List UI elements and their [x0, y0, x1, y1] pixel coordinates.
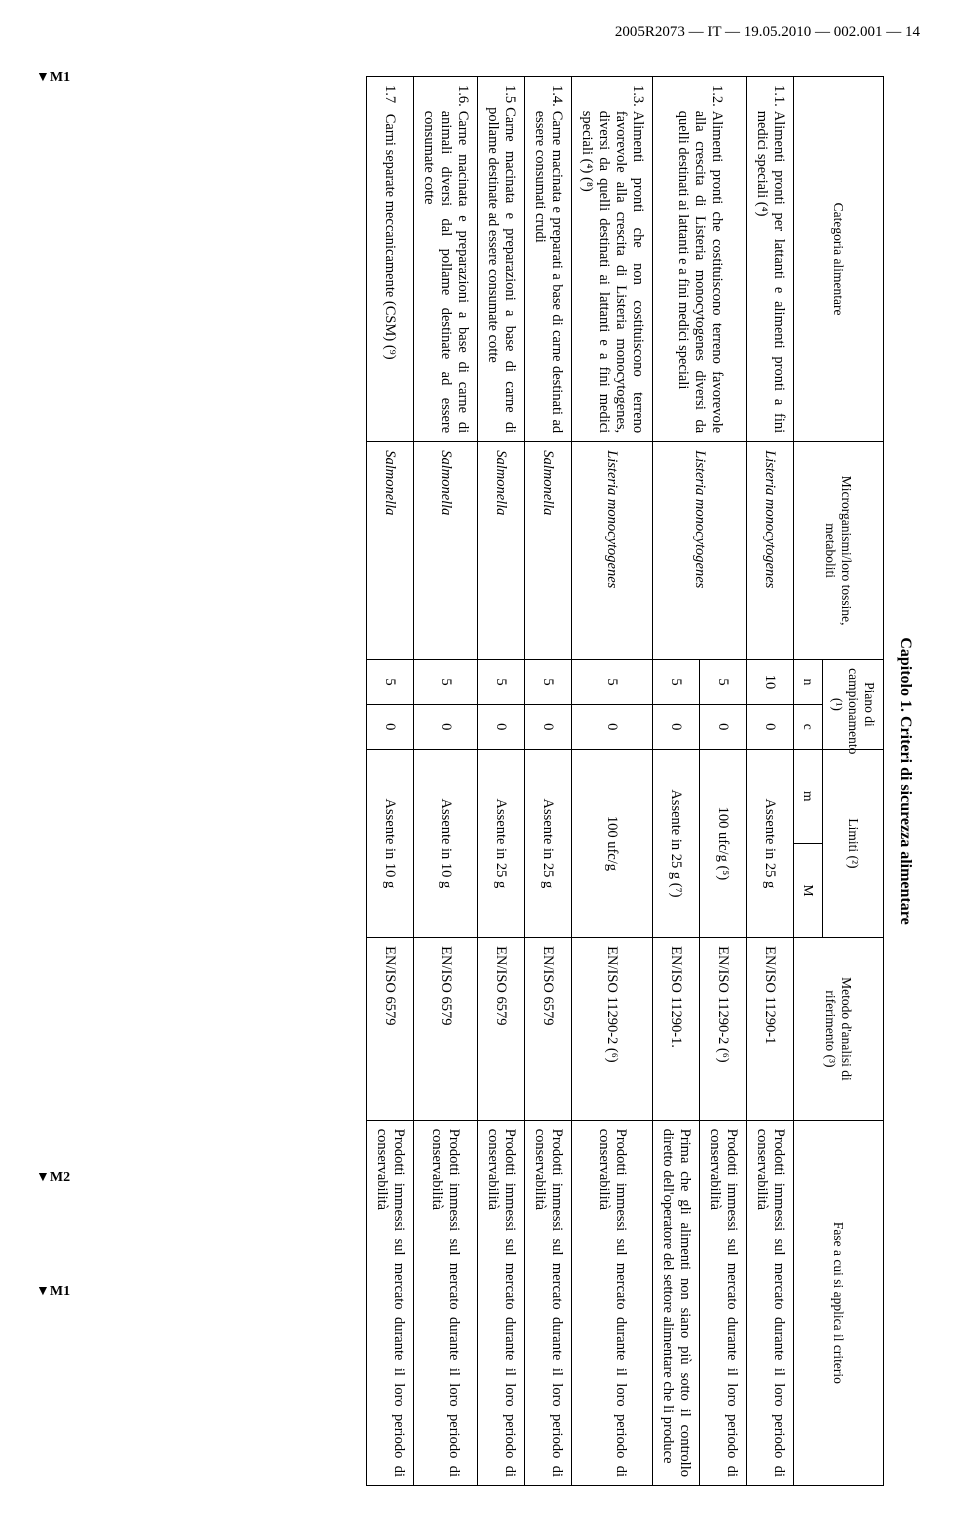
col-metodo: Metodo d'analisi di riferimento (³) — [794, 938, 884, 1121]
row-num: 1.1. — [753, 85, 787, 111]
row-categoria: Carne macinata e preparazioni a base di … — [484, 107, 518, 433]
col-micro: Microrganismi/loro tossine, metaboliti — [794, 442, 884, 660]
table-row: 1.2.Alimenti pronti che costituiscono te… — [700, 77, 747, 1486]
row-c: 0 — [700, 704, 747, 749]
row-fase: Prodotti immessi sul mercato durante il … — [478, 1120, 525, 1485]
row-limit: Assente in 25 g — [525, 749, 572, 937]
row-micro: Salmonella — [478, 442, 525, 660]
row-num: 1.6. — [420, 85, 471, 111]
row-n: 5 — [700, 660, 747, 705]
row-num: 1.2. — [674, 85, 725, 111]
row-fase: Prodotti immessi sul mercato durante il … — [747, 1120, 794, 1485]
col-M-upper: M — [794, 843, 823, 937]
row-metodo: EN/ISO 6579 — [525, 938, 572, 1121]
row-fase: Prodotti immessi sul mercato durante il … — [367, 1120, 414, 1485]
row-c: 0 — [653, 704, 700, 749]
col-m-lower: m — [794, 749, 823, 843]
col-fase: Fase a cui si applica il criterio — [794, 1120, 884, 1485]
row-metodo: EN/ISO 6579 — [414, 938, 478, 1121]
row-n: 10 — [747, 660, 794, 705]
row-num: 1.3. — [578, 85, 646, 111]
table-header-row-1: Categoria alimentare Microrganismi/loro … — [823, 77, 884, 1486]
row-categoria: Carne macinata e preparati a base di car… — [531, 111, 565, 433]
row-limit: Assente in 25 g (⁷) — [653, 749, 700, 937]
row-micro: Listeria monocytogenes — [747, 442, 794, 660]
row-fase: Prodotti immessi sul mercato durante il … — [572, 1120, 653, 1485]
col-n: n — [794, 660, 823, 705]
table-row: 1.1.Alimenti pronti per lattanti e alime… — [747, 77, 794, 1486]
row-micro: Salmonella — [414, 442, 478, 660]
row-num: 1.5 — [484, 85, 518, 107]
page-header: 2005R2073 — IT — 19.05.2010 — 002.001 — … — [40, 24, 920, 41]
row-micro: Salmonella — [367, 442, 414, 660]
col-c: c — [794, 704, 823, 749]
table-row: 1.4.Carne macinata e preparati a base di… — [525, 77, 572, 1486]
row-n: 5 — [525, 660, 572, 705]
row-limit: 100 ufc/g (⁵) — [700, 749, 747, 937]
row-limit: Assente in 10 g — [414, 749, 478, 937]
row-n: 5 — [367, 660, 414, 705]
table-row: 1.3.Alimenti pronti che non costituiscon… — [572, 77, 653, 1486]
row-n: 5 — [478, 660, 525, 705]
row-fase: Prodotti immessi sul mercato durante il … — [525, 1120, 572, 1485]
row-n: 5 — [414, 660, 478, 705]
row-categoria: Alimenti pronti che non costituiscono te… — [578, 111, 646, 433]
row-metodo: EN/ISO 11290-2 (⁶) — [700, 938, 747, 1121]
row-c: 0 — [572, 704, 653, 749]
row-limit: Assente in 25 g — [478, 749, 525, 937]
row-num: 1.7 — [382, 85, 399, 114]
row-fase: Prodotti immessi sul mercato durante il … — [700, 1120, 747, 1485]
row-categoria: Alimenti pronti che costituiscono terren… — [674, 111, 725, 433]
row-categoria: Carni separate meccanicamente (CSM) (⁹) — [382, 114, 399, 433]
rotated-table-container: Capitolo 1. Criteri di sicurezza aliment… — [54, 76, 914, 1486]
table-caption: Capitolo 1. Criteri di sicurezza aliment… — [896, 76, 914, 1486]
row-c: 0 — [367, 704, 414, 749]
row-c: 0 — [525, 704, 572, 749]
criteria-table: Categoria alimentare Microrganismi/loro … — [366, 76, 884, 1486]
row-categoria: Carne macinata e preparazioni a base di … — [420, 111, 471, 433]
row-num: 1.4. — [531, 85, 565, 111]
row-c: 0 — [414, 704, 478, 749]
row-n: 5 — [572, 660, 653, 705]
row-fase: Prima che gli alimenti non siano più sot… — [653, 1120, 700, 1485]
row-limit: 100 ufc/g — [572, 749, 653, 937]
col-limiti: Limiti (²) — [823, 749, 884, 937]
table-row: 1.7Carni separate meccanicamente (CSM) (… — [367, 77, 414, 1486]
row-metodo: EN/ISO 6579 — [367, 938, 414, 1121]
col-piano: Piano di campionamento (¹) — [823, 660, 884, 750]
row-micro: Salmonella — [525, 442, 572, 660]
row-metodo: EN/ISO 11290-1. — [653, 938, 700, 1121]
row-limit: Assente in 25 g — [747, 749, 794, 937]
row-metodo: EN/ISO 11290-1 — [747, 938, 794, 1121]
col-categoria: Categoria alimentare — [794, 77, 884, 442]
row-c: 0 — [478, 704, 525, 749]
row-fase: Prodotti immessi sul mercato durante il … — [414, 1120, 478, 1485]
table-row: 1.5Carne macinata e preparazioni a base … — [478, 77, 525, 1486]
row-categoria: Alimenti pronti per lattanti e alimenti … — [753, 111, 787, 433]
row-c: 0 — [747, 704, 794, 749]
row-metodo: EN/ISO 6579 — [478, 938, 525, 1121]
row-metodo: EN/ISO 11290-2 (⁶) — [572, 938, 653, 1121]
row-micro: Listeria monocytogenes — [653, 442, 747, 660]
row-micro: Listeria monocytogenes — [572, 442, 653, 660]
row-n: 5 — [653, 660, 700, 705]
table-row: 1.6.Carne macinata e preparazioni a base… — [414, 77, 478, 1486]
row-limit: Assente in 10 g — [367, 749, 414, 937]
